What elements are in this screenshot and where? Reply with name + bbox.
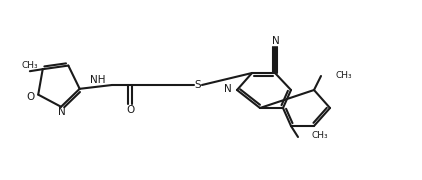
Text: CH₃: CH₃ <box>335 71 352 80</box>
Text: S: S <box>195 80 201 90</box>
Text: N: N <box>58 107 66 117</box>
Text: CH₃: CH₃ <box>312 132 329 141</box>
Text: O: O <box>126 105 134 114</box>
Text: CH₃: CH₃ <box>22 61 38 70</box>
Text: N: N <box>272 36 280 46</box>
Text: N: N <box>224 84 232 94</box>
Text: NH: NH <box>90 75 106 85</box>
Text: O: O <box>26 92 34 102</box>
